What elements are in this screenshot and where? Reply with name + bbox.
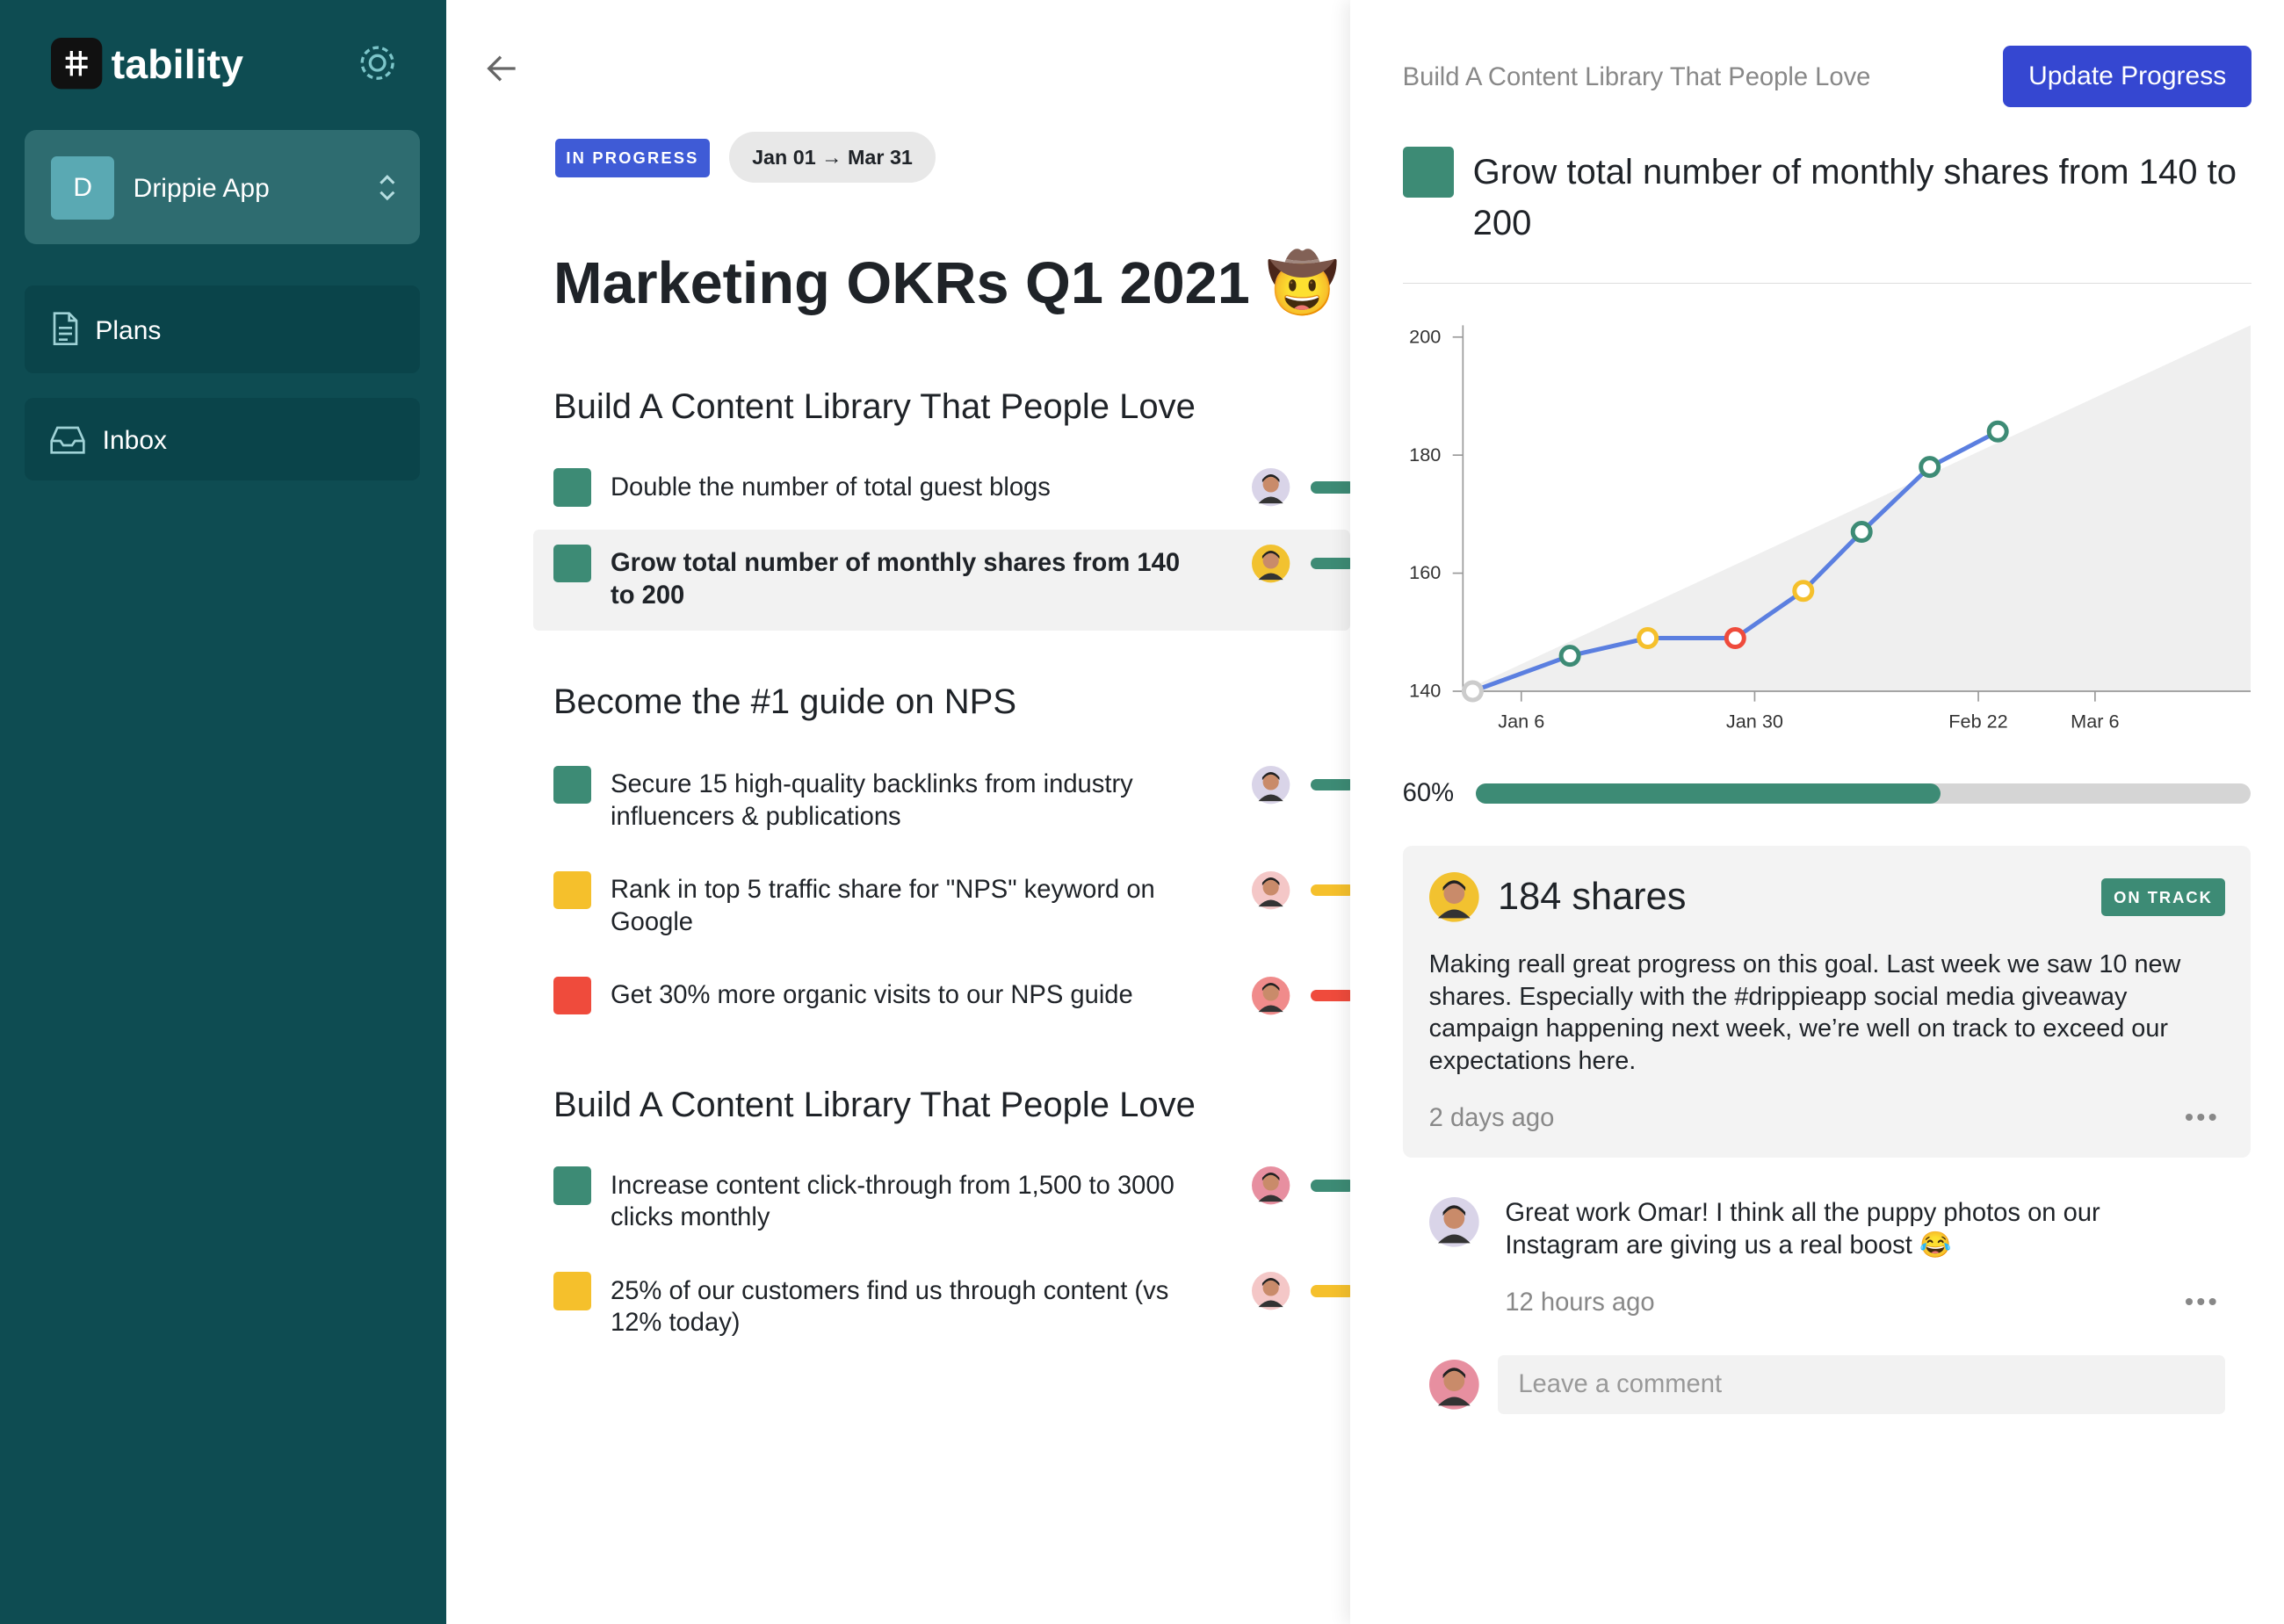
kr-progress bbox=[1310, 1285, 1355, 1297]
nav-label[interactable]: Inbox bbox=[102, 426, 168, 455]
kr-status bbox=[553, 976, 592, 1014]
kr-text[interactable]: Get 30% more organic visits to our NPS g… bbox=[611, 981, 1133, 1009]
kr-status bbox=[553, 765, 592, 804]
checkin-value: 184 shares bbox=[1498, 876, 1687, 919]
kr-progress bbox=[1310, 989, 1355, 1001]
kr-status bbox=[553, 468, 592, 507]
kr-progress bbox=[1310, 481, 1355, 494]
status-badge: IN PROGRESS bbox=[554, 139, 711, 177]
y-tick-label: 140 bbox=[1409, 679, 1441, 701]
side-panel bbox=[1349, 0, 2284, 1624]
progress-label: 60% bbox=[1402, 778, 1455, 807]
logo-icon bbox=[51, 38, 103, 90]
chart: 140 160 180 200 Jan 6 Jan 30 Feb 22 Mar 6 bbox=[1409, 324, 2251, 732]
kr-progress bbox=[1310, 1180, 1355, 1192]
kr-status bbox=[553, 1272, 592, 1310]
checkin-time: 2 days ago bbox=[1428, 1103, 1555, 1132]
avatar bbox=[1428, 872, 1479, 922]
nav-item[interactable] bbox=[25, 285, 421, 373]
more-button[interactable] bbox=[2185, 1297, 2217, 1306]
point bbox=[1558, 644, 1581, 667]
y-tick-label: 200 bbox=[1409, 325, 1441, 347]
checkin-status: ON TRACK bbox=[2100, 878, 2226, 917]
avatar bbox=[1252, 976, 1290, 1014]
x-tick-label: Jan 6 bbox=[1498, 710, 1544, 732]
avatar bbox=[1252, 765, 1290, 804]
line bbox=[1471, 429, 1999, 694]
point bbox=[1636, 626, 1659, 649]
divider bbox=[1402, 282, 2252, 285]
objective-title: Build A Content Library That People Love bbox=[553, 386, 1196, 426]
sidebar bbox=[0, 0, 447, 1624]
breadcrumb: Build A Content Library That People Love bbox=[1402, 62, 1871, 91]
workspace-name: Drippie App bbox=[133, 174, 270, 204]
point bbox=[1986, 420, 2009, 443]
more-button[interactable] bbox=[2185, 1113, 2217, 1122]
kr-text[interactable]: Rank in top 5 traffic share for "NPS" ke… bbox=[611, 876, 1155, 936]
avatar bbox=[1428, 1197, 1479, 1247]
checkin-text: Making reall great progress on this goal… bbox=[1428, 950, 2181, 1076]
nav-item[interactable] bbox=[25, 398, 421, 480]
avatar bbox=[1252, 870, 1290, 909]
kr-status bbox=[553, 545, 592, 583]
point bbox=[1724, 626, 1746, 649]
kr-text[interactable]: Double the number of total guest blogs bbox=[611, 473, 1051, 502]
avatar bbox=[1252, 1272, 1290, 1310]
point bbox=[1918, 455, 1941, 478]
back-button[interactable] bbox=[487, 55, 517, 82]
comment-text: Great work Omar! I think all the puppy p… bbox=[1505, 1199, 2100, 1260]
kr-text[interactable]: Increase content click-through from 1,50… bbox=[611, 1171, 1175, 1232]
kr-progress bbox=[1310, 884, 1355, 896]
panel-title: Grow total number of monthly shares from… bbox=[1472, 152, 2237, 242]
progress-fill bbox=[1476, 783, 1941, 804]
nav-label[interactable]: Plans bbox=[95, 316, 162, 345]
date-pill: Jan 01 → Mar 31 bbox=[729, 132, 936, 184]
kr-status bbox=[553, 1166, 592, 1205]
selected-row bbox=[532, 530, 1350, 632]
point bbox=[1791, 579, 1814, 602]
kr-text[interactable]: Grow total number of monthly shares from… bbox=[611, 549, 1181, 610]
objective-title: Build A Content Library That People Love bbox=[553, 1085, 1196, 1124]
avatar bbox=[1252, 468, 1290, 507]
avatar bbox=[1252, 545, 1290, 583]
update-button[interactable]: Update Progress bbox=[2003, 45, 2252, 107]
plan-title: Marketing OKRs Q1 2021 🤠 bbox=[553, 250, 1340, 316]
kr-progress bbox=[1310, 778, 1355, 790]
kr-text[interactable]: Secure 15 high-quality backlinks from in… bbox=[611, 770, 1133, 831]
kr-text[interactable]: 25% of our customers find us through con… bbox=[611, 1276, 1169, 1338]
nav-icon bbox=[49, 426, 85, 454]
comment-input[interactable]: Leave a comment bbox=[1498, 1355, 2226, 1414]
y-tick-label: 180 bbox=[1409, 444, 1441, 466]
point bbox=[1850, 520, 1873, 543]
nav-icon bbox=[53, 312, 77, 345]
kr-progress bbox=[1310, 558, 1355, 570]
x-tick-label: Feb 22 bbox=[1948, 710, 2007, 732]
kr-status bbox=[553, 870, 592, 909]
chevron-icon bbox=[379, 174, 395, 200]
x-tick-label: Mar 6 bbox=[2071, 710, 2119, 732]
avatar bbox=[1252, 1166, 1290, 1205]
kr-status bbox=[1402, 146, 1454, 198]
avatar bbox=[1428, 1360, 1479, 1410]
comment-time: 12 hours ago bbox=[1505, 1288, 1655, 1317]
workspace-initial: D bbox=[51, 156, 114, 220]
settings-icon[interactable] bbox=[358, 44, 396, 82]
objective-title: Become the #1 guide on NPS bbox=[553, 682, 1017, 722]
target-area bbox=[1462, 324, 2251, 691]
y-tick-label: 160 bbox=[1409, 561, 1441, 583]
logo: tability bbox=[111, 41, 244, 87]
x-tick-label: Jan 30 bbox=[1726, 710, 1783, 732]
point bbox=[1461, 680, 1484, 703]
